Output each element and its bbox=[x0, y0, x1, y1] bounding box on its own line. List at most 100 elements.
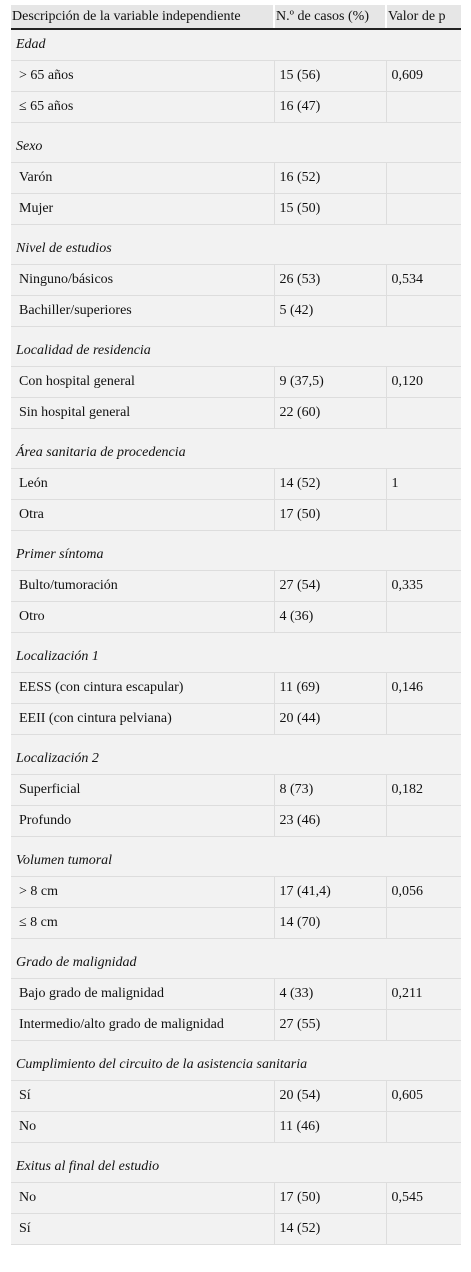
row-p-value bbox=[385, 1111, 461, 1143]
row-label: > 8 cm bbox=[11, 876, 274, 908]
row-label: Ninguno/básicos bbox=[11, 264, 274, 296]
row-cases: 11 (69) bbox=[273, 672, 386, 704]
row-p-value bbox=[385, 1009, 461, 1041]
row-cases: 26 (53) bbox=[273, 264, 386, 296]
row-cases: 15 (50) bbox=[273, 193, 386, 225]
table-row: Con hospital general 9 (37,5) 0,120 bbox=[11, 366, 461, 398]
header-row: Descripción de la variable independiente… bbox=[11, 5, 461, 30]
group-spacer bbox=[11, 1142, 461, 1152]
row-p-value: 1 bbox=[385, 468, 461, 500]
row-label: No bbox=[11, 1111, 274, 1143]
row-p-value bbox=[385, 193, 461, 225]
header-p-value: Valor de p bbox=[385, 5, 461, 30]
row-label: Bulto/tumoración bbox=[11, 570, 274, 602]
row-label: Sí bbox=[11, 1213, 274, 1245]
group-spacer bbox=[11, 224, 461, 234]
row-p-value bbox=[385, 499, 461, 531]
row-cases: 20 (54) bbox=[273, 1080, 386, 1112]
spacer-cell bbox=[11, 122, 461, 132]
row-cases: 4 (36) bbox=[273, 601, 386, 633]
group-header-row: Localización 1 bbox=[11, 642, 461, 673]
row-p-value: 0,534 bbox=[385, 264, 461, 296]
row-label: No bbox=[11, 1182, 274, 1214]
table-row: León 14 (52) 1 bbox=[11, 468, 461, 500]
table-row: Sí 20 (54) 0,605 bbox=[11, 1080, 461, 1112]
group-title: Localidad de residencia bbox=[11, 336, 461, 367]
row-label: Mujer bbox=[11, 193, 274, 225]
group-spacer bbox=[11, 734, 461, 744]
spacer-cell bbox=[11, 938, 461, 948]
row-cases: 15 (56) bbox=[273, 60, 386, 92]
row-label: EESS (con cintura escapular) bbox=[11, 672, 274, 704]
row-p-value: 0,146 bbox=[385, 672, 461, 704]
group-spacer bbox=[11, 428, 461, 438]
row-cases: 9 (37,5) bbox=[273, 366, 386, 398]
group-spacer bbox=[11, 632, 461, 642]
row-label: EEII (con cintura pelviana) bbox=[11, 703, 274, 735]
group-spacer bbox=[11, 530, 461, 540]
row-p-value bbox=[385, 907, 461, 939]
table-row: > 8 cm 17 (41,4) 0,056 bbox=[11, 876, 461, 908]
group-header-row: Volumen tumoral bbox=[11, 846, 461, 877]
table-body: Edad > 65 años 15 (56) 0,609 ≤ 65 años 16 (47… bbox=[11, 29, 461, 1245]
row-p-value: 0,605 bbox=[385, 1080, 461, 1112]
row-cases: 23 (46) bbox=[273, 805, 386, 837]
row-label: Con hospital general bbox=[11, 366, 274, 398]
group-header-row: Exitus al final del estudio bbox=[11, 1152, 461, 1183]
group-header-row: Nivel de estudios bbox=[11, 234, 461, 265]
group-title: Primer síntoma bbox=[11, 540, 461, 571]
header-variable: Descripción de la variable independiente bbox=[11, 5, 274, 30]
row-label: Sí bbox=[11, 1080, 274, 1112]
row-label: Otro bbox=[11, 601, 274, 633]
row-p-value bbox=[385, 1213, 461, 1245]
spacer-cell bbox=[11, 632, 461, 642]
table-row: Mujer 15 (50) bbox=[11, 193, 461, 225]
row-label: Sin hospital general bbox=[11, 397, 274, 429]
row-label: Profundo bbox=[11, 805, 274, 837]
row-p-value bbox=[385, 601, 461, 633]
table-row: Ninguno/básicos 26 (53) 0,534 bbox=[11, 264, 461, 296]
group-spacer bbox=[11, 122, 461, 132]
row-cases: 17 (50) bbox=[273, 1182, 386, 1214]
group-title: Localización 2 bbox=[11, 744, 461, 775]
group-header-row: Cumplimiento del circuito de la asistenc… bbox=[11, 1050, 461, 1081]
group-header-row: Grado de malignidad bbox=[11, 948, 461, 979]
table-row: No 17 (50) 0,545 bbox=[11, 1182, 461, 1214]
row-p-value: 0,120 bbox=[385, 366, 461, 398]
group-title: Sexo bbox=[11, 132, 461, 163]
group-title: Volumen tumoral bbox=[11, 846, 461, 877]
table-row: ≤ 65 años 16 (47) bbox=[11, 91, 461, 123]
row-cases: 16 (52) bbox=[273, 162, 386, 194]
group-title: Área sanitaria de procedencia bbox=[11, 438, 461, 469]
table-header: Descripción de la variable independiente… bbox=[11, 5, 461, 30]
table-row: > 65 años 15 (56) 0,609 bbox=[11, 60, 461, 92]
group-title: Edad bbox=[11, 29, 461, 61]
row-cases: 17 (50) bbox=[273, 499, 386, 531]
table-row: Otro 4 (36) bbox=[11, 601, 461, 633]
row-p-value bbox=[385, 397, 461, 429]
table-row: Sin hospital general 22 (60) bbox=[11, 397, 461, 429]
group-header-row: Localidad de residencia bbox=[11, 336, 461, 367]
table-row: Profundo 23 (46) bbox=[11, 805, 461, 837]
row-label: Intermedio/alto grado de malignidad bbox=[11, 1009, 274, 1041]
table-row: Superficial 8 (73) 0,182 bbox=[11, 774, 461, 806]
table-row: ≤ 8 cm 14 (70) bbox=[11, 907, 461, 939]
row-p-value: 0,182 bbox=[385, 774, 461, 806]
spacer-cell bbox=[11, 1040, 461, 1050]
spacer-cell bbox=[11, 224, 461, 234]
row-cases: 14 (52) bbox=[273, 468, 386, 500]
row-p-value bbox=[385, 162, 461, 194]
row-p-value: 0,545 bbox=[385, 1182, 461, 1214]
group-header-row: Primer síntoma bbox=[11, 540, 461, 571]
row-cases: 20 (44) bbox=[273, 703, 386, 735]
group-spacer bbox=[11, 836, 461, 846]
row-p-value: 0,056 bbox=[385, 876, 461, 908]
row-cases: 14 (52) bbox=[273, 1213, 386, 1245]
group-header-row: Sexo bbox=[11, 132, 461, 163]
group-spacer bbox=[11, 326, 461, 336]
row-cases: 4 (33) bbox=[273, 978, 386, 1010]
row-cases: 11 (46) bbox=[273, 1111, 386, 1143]
row-label: Bajo grado de malignidad bbox=[11, 978, 274, 1010]
group-title: Grado de malignidad bbox=[11, 948, 461, 979]
row-label: ≤ 65 años bbox=[11, 91, 274, 123]
